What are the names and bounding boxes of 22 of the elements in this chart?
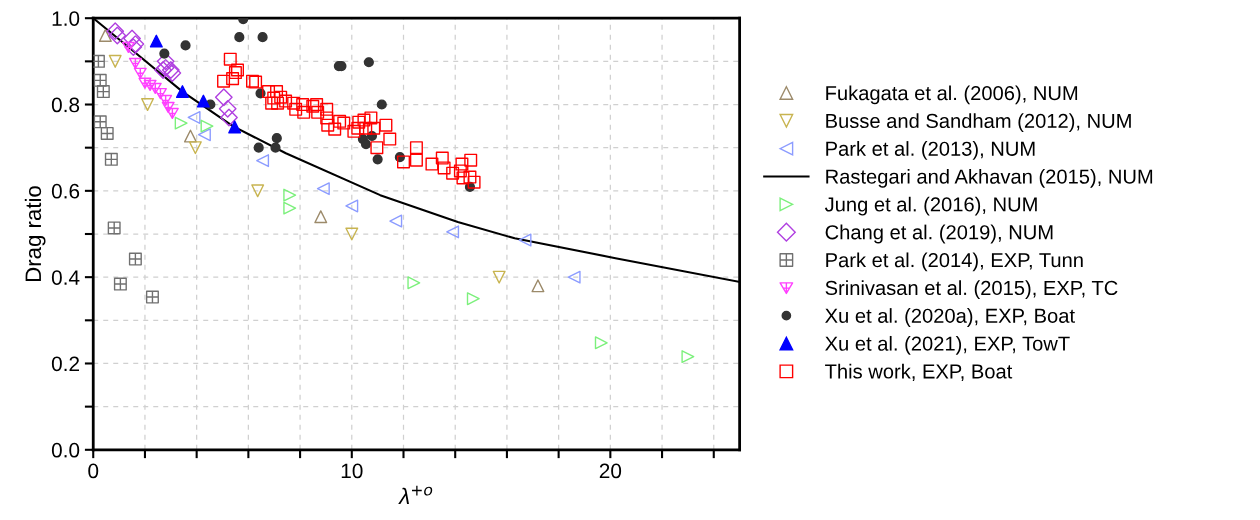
legend-label: Fukagata et al. (2006), NUM xyxy=(826,85,1078,105)
legend-label: Rastegari and Akhavan (2015), NUM xyxy=(826,168,1153,188)
legend-label: Xu et al. (2020a), EXP, Boat xyxy=(825,308,1075,327)
legend-label: Jung et al. (2016), NUM xyxy=(824,196,1037,216)
y-tick-label: 1.0 xyxy=(52,11,80,26)
y-axis-title: Drag ratio xyxy=(24,186,46,281)
x-tick-label: 20 xyxy=(599,463,622,479)
x-tick-label: 10 xyxy=(341,463,363,479)
x-axis-title: λ$^{+o}$ xyxy=(398,485,433,504)
legend-label: This work, EXP, Boat xyxy=(825,363,1013,381)
legend-label: Busse and Sandham (2012), NUM xyxy=(826,113,1131,133)
y-tick-label: 0.8 xyxy=(51,97,80,113)
y-tick-label: 0.0 xyxy=(51,442,80,458)
y-tick-label: 0.2 xyxy=(51,356,79,372)
y-tick-label: 0.4 xyxy=(51,270,80,285)
legend-label: Chang et al. (2019), NUM xyxy=(825,224,1053,244)
legend-label: Park et al. (2014), EXP, Tunn xyxy=(826,252,1083,272)
legend-label: Srinivasan et al. (2015), EXP, TC xyxy=(825,280,1118,300)
y-tick-label: 0.6 xyxy=(51,183,80,199)
legend-label: Xu et al. (2021), EXP, TowT xyxy=(825,335,1070,355)
x-tick-label: 0 xyxy=(88,463,99,479)
legend-label: Park et al. (2013), NUM xyxy=(826,141,1035,160)
